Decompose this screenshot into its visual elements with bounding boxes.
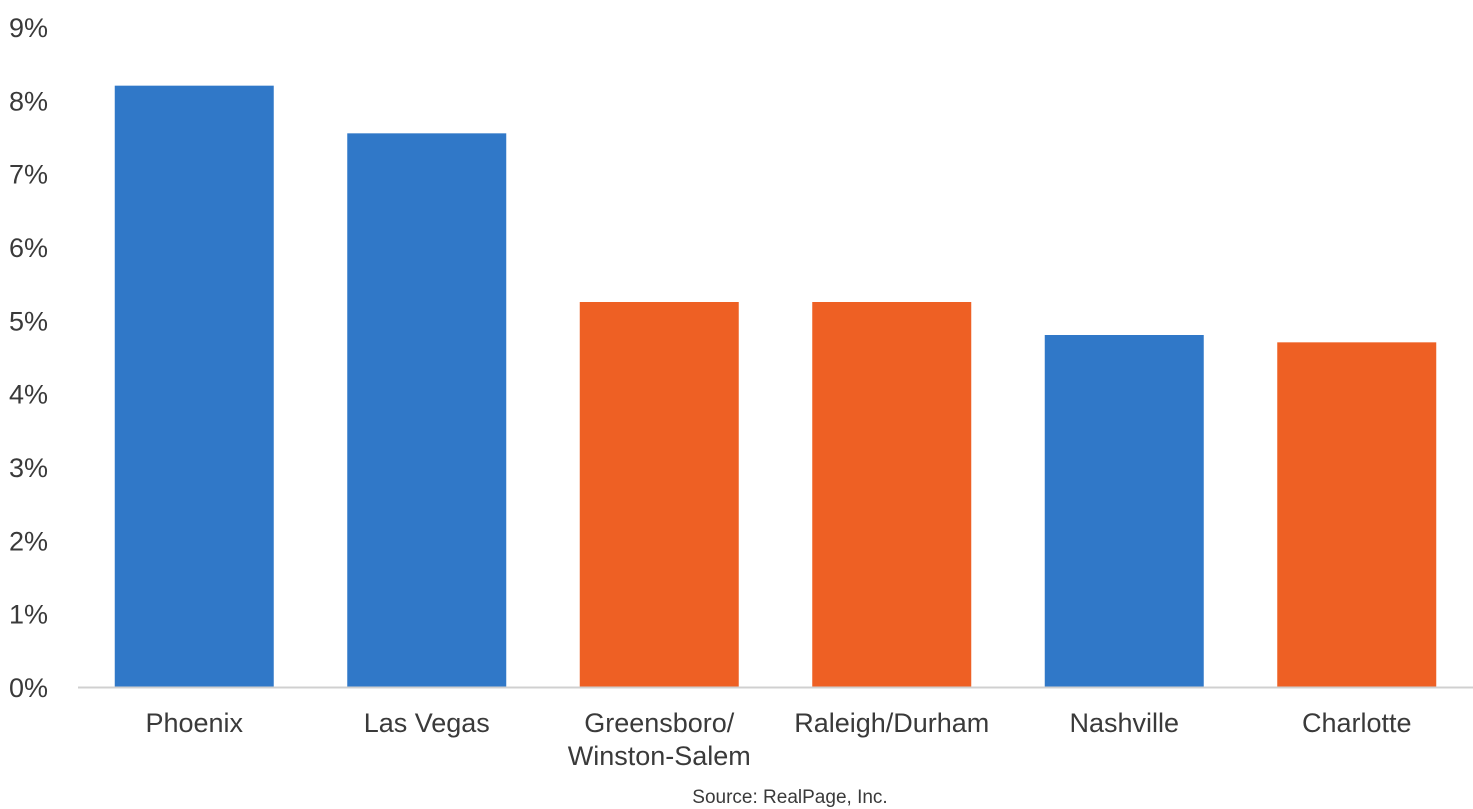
bar bbox=[1277, 342, 1437, 687]
x-category-label: Raleigh/Durham bbox=[794, 708, 989, 738]
x-category-label: Phoenix bbox=[145, 708, 243, 738]
y-tick-label: 2% bbox=[9, 526, 48, 556]
y-tick-label: 5% bbox=[9, 306, 48, 336]
x-category-label: Nashville bbox=[1069, 708, 1179, 738]
y-tick-label: 4% bbox=[9, 380, 48, 410]
x-category-label-line: Las Vegas bbox=[364, 708, 490, 738]
source-note: Source: RealPage, Inc. bbox=[692, 787, 887, 808]
bar bbox=[812, 302, 972, 687]
x-category-label: Las Vegas bbox=[364, 708, 490, 738]
y-tick-label: 3% bbox=[9, 453, 48, 483]
y-tick-label: 7% bbox=[9, 160, 48, 190]
x-category-label-line: Phoenix bbox=[145, 708, 243, 738]
x-category-label-line: Winston-Salem bbox=[568, 741, 751, 771]
x-category-label-line: Charlotte bbox=[1302, 708, 1412, 738]
y-tick-label: 6% bbox=[9, 233, 48, 263]
y-axis: 0% 1% 2% 3% 4% 5% 6% 7% 8% 9% bbox=[9, 13, 48, 703]
bar bbox=[579, 302, 739, 687]
bar bbox=[1044, 335, 1204, 687]
y-tick-label: 0% bbox=[9, 673, 48, 703]
x-category-label-line: Greensboro/ bbox=[584, 708, 735, 738]
x-category-label-line: Raleigh/Durham bbox=[794, 708, 989, 738]
bars-group bbox=[114, 85, 1437, 688]
x-category-label-line: Nashville bbox=[1069, 708, 1179, 738]
y-tick-label: 8% bbox=[9, 86, 48, 116]
bar bbox=[347, 133, 507, 688]
x-category-label: Charlotte bbox=[1302, 708, 1412, 738]
x-axis: Phoenix Las Vegas Greensboro/Winston-Salem… bbox=[78, 686, 1473, 771]
y-tick-label: 1% bbox=[9, 600, 48, 630]
x-category-label: Greensboro/Winston-Salem bbox=[568, 708, 751, 771]
y-tick-label: 9% bbox=[9, 13, 48, 43]
bar bbox=[114, 85, 274, 687]
